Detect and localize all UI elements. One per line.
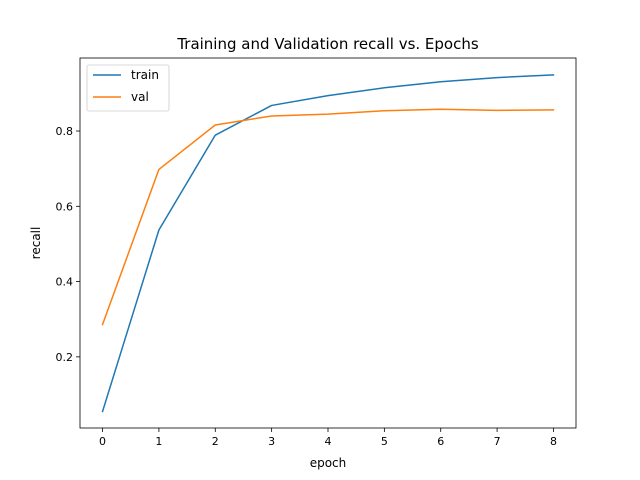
x-axis-label: epoch [310,456,347,470]
x-tick-label: 7 [494,435,501,448]
x-tick-label: 1 [155,435,162,448]
y-axis-label: recall [29,227,43,260]
y-tick-label: 0.4 [56,276,74,289]
legend-label-train: train [131,68,159,82]
x-tick-label: 0 [99,435,106,448]
y-axis-ticks: 0.2 0.4 0.6 0.8 [56,125,80,364]
x-tick-label: 5 [381,435,388,448]
y-tick-label: 0.6 [56,200,74,213]
chart-title: Training and Validation recall vs. Epoch… [176,35,479,53]
x-tick-label: 6 [437,435,444,448]
legend-label-val: val [131,90,149,104]
legend: train val [86,64,170,112]
x-tick-label: 4 [325,435,332,448]
x-tick-label: 3 [268,435,275,448]
y-tick-label: 0.8 [56,125,74,138]
x-tick-label: 8 [550,435,557,448]
x-axis-ticks: 0 1 2 3 4 5 6 7 8 [99,428,557,448]
legend-box [86,64,170,112]
plot-area [80,58,576,428]
x-tick-label: 2 [212,435,219,448]
y-tick-label: 0.2 [56,351,74,364]
series-layer [101,74,555,413]
